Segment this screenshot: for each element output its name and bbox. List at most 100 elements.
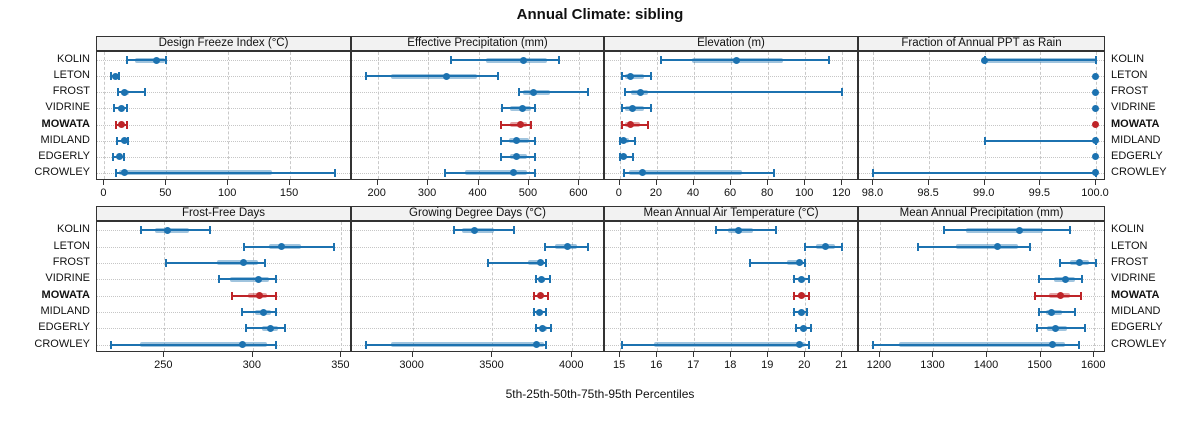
median-dot <box>798 292 806 300</box>
whisker-cap-low <box>500 120 503 129</box>
whisker-cap-high <box>558 56 561 65</box>
percentile-whisker <box>873 171 1096 174</box>
whisker-cap-low <box>618 136 621 145</box>
axis-tick-label: 100 <box>795 187 814 199</box>
axis-tick <box>804 352 806 357</box>
grid-line-horizontal <box>352 295 603 297</box>
grid-line-vertical <box>1040 52 1042 179</box>
whisker-cap-high <box>650 104 653 113</box>
grid-line-vertical <box>572 222 574 351</box>
whisker-cap-low <box>112 152 115 161</box>
whisker-cap-low <box>114 168 117 177</box>
panel-title: Mean Annual Precipitation (mm) <box>899 207 1064 219</box>
interquartile-bar <box>898 342 1065 348</box>
percentile-whisker <box>1039 311 1076 314</box>
panel-strip: Mean Annual Air Temperature (°C) <box>604 206 858 221</box>
axis-tick <box>578 180 580 185</box>
grid-line-vertical <box>731 222 733 351</box>
whisker-cap-low <box>943 226 946 235</box>
row-label-left-midland: MIDLAND <box>40 305 90 318</box>
interquartile-bar <box>786 260 804 266</box>
median-dot <box>118 104 126 112</box>
whisker-cap-high <box>126 136 129 145</box>
axis-tick-label: 1400 <box>973 359 999 371</box>
grid-line-vertical <box>879 222 881 351</box>
panel-strip: Fraction of Annual PPT as Rain <box>858 36 1105 51</box>
grid-line-horizontal <box>97 140 350 142</box>
whisker-cap-low <box>793 291 796 300</box>
grid-line-horizontal <box>859 76 1104 78</box>
whisker-cap-high <box>841 88 844 97</box>
axis-tick-label: 17 <box>687 359 700 371</box>
interquartile-bar <box>391 342 544 348</box>
grid-line-horizontal <box>859 156 1104 158</box>
percentile-whisker <box>716 229 776 232</box>
axis-tick <box>163 352 165 357</box>
percentile-whisker <box>1039 278 1083 281</box>
whisker-cap-high <box>544 340 547 349</box>
whisker-cap-low <box>618 152 621 161</box>
panel-title: Fraction of Annual PPT as Rain <box>901 37 1062 49</box>
chart-title: Annual Climate: sibling <box>516 6 684 23</box>
panel-strip: Effective Precipitation (mm) <box>351 36 604 51</box>
grid-line-vertical <box>341 222 343 351</box>
median-dot <box>539 324 547 332</box>
whisker-cap-high <box>586 88 589 97</box>
whisker-cap-low <box>534 324 537 333</box>
whisker-cap-high <box>1081 275 1084 284</box>
whisker-cap-low <box>230 291 233 300</box>
axis-tick <box>986 352 988 357</box>
whisker-cap-high <box>549 324 552 333</box>
grid-line-vertical <box>377 52 379 179</box>
interquartile-bar <box>527 260 544 266</box>
median-dot <box>799 324 807 332</box>
row-label-right-kolin: KOLIN <box>1111 53 1145 66</box>
percentile-whisker <box>619 139 635 142</box>
median-dot <box>510 169 518 177</box>
row-label-right-frost: FROST <box>1111 85 1149 98</box>
axis-tick <box>872 180 874 185</box>
median-dot <box>532 341 540 349</box>
whisker-cap-low <box>365 340 368 349</box>
grid-line-vertical <box>478 52 480 179</box>
row-label-left-crowley: CROWLEY <box>34 337 90 350</box>
panel-title: Effective Precipitation (mm) <box>407 37 548 49</box>
row-label-right-edgerly: EDGERLY <box>1111 321 1163 334</box>
interquartile-bar <box>119 170 272 176</box>
row-label-left-crowley: CROWLEY <box>34 165 90 178</box>
whisker-cap-low <box>140 226 143 235</box>
grid-line-horizontal <box>97 246 350 248</box>
whisker-cap-low <box>244 324 247 333</box>
grid-line-vertical <box>1040 222 1042 351</box>
grid-line-vertical <box>768 52 770 179</box>
axis-tick <box>656 352 658 357</box>
whisker-cap-high <box>1078 340 1081 349</box>
percentile-whisker <box>625 91 843 94</box>
grid-line-vertical <box>164 222 166 351</box>
axis-tick-label: 80 <box>761 187 774 199</box>
whisker-cap-high <box>646 120 649 129</box>
median-dot <box>733 56 741 64</box>
median-dot <box>1015 226 1023 234</box>
whisker-cap-low <box>218 275 221 284</box>
axis-tick-label: 19 <box>761 359 774 371</box>
whisker-cap-low <box>165 258 168 267</box>
percentile-whisker <box>445 171 535 174</box>
grid-line-horizontal <box>352 108 603 110</box>
whisker-cap-high <box>633 136 636 145</box>
median-dot <box>636 88 644 96</box>
panel-strip: Elevation (m) <box>604 36 858 51</box>
axis-tick-label: 21 <box>835 359 848 371</box>
axis-tick <box>730 352 732 357</box>
median-dot <box>516 121 524 129</box>
percentile-whisker <box>621 75 652 78</box>
percentile-whisker <box>501 123 532 126</box>
median-dot <box>164 226 172 234</box>
whisker-cap-low <box>624 88 627 97</box>
row-label-left-kolin: KOLIN <box>56 53 90 66</box>
grid-line-vertical <box>693 52 695 179</box>
whisker-cap-low <box>622 168 625 177</box>
grid-line-horizontal <box>97 156 350 158</box>
whisker-cap-high <box>804 258 807 267</box>
axis-tick <box>411 352 413 357</box>
